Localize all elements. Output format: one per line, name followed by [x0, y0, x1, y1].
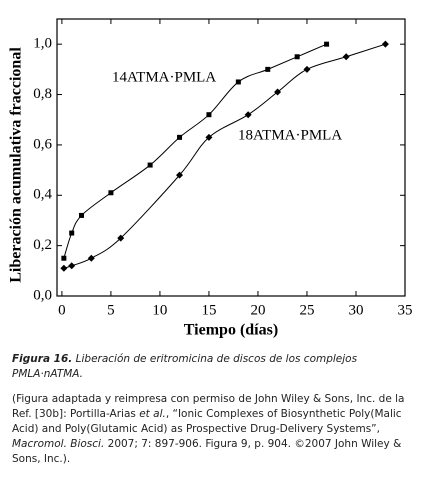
x-tick-label: 25	[299, 302, 314, 318]
marker	[108, 190, 114, 196]
marker	[69, 230, 75, 236]
marker	[381, 40, 389, 48]
caption-label: Figura 16.	[12, 353, 73, 365]
series-label: 18ATMA·PMLA	[238, 127, 342, 143]
marker	[235, 79, 241, 85]
chart: Tiempo (días) Liberación acumulativa fra…	[8, 18, 413, 339]
marker	[206, 112, 212, 118]
marker	[61, 255, 67, 261]
marker	[117, 234, 125, 242]
marker	[176, 171, 184, 179]
x-tick-label: 10	[152, 302, 167, 318]
credit-segment: (Figura adaptada y reimpresa con permiso…	[12, 393, 405, 420]
marker	[205, 133, 213, 141]
marker	[342, 53, 350, 61]
x-tick-label: 35	[398, 302, 413, 318]
marker	[324, 41, 330, 47]
y-tick-label: 0,0	[33, 287, 52, 303]
series-label: 14ATMA·PMLA	[112, 69, 216, 85]
y-tick-label: 0,4	[33, 187, 52, 203]
x-tick-label: 5	[107, 302, 115, 318]
credit-segment: 2007; 7: 897-906. Figura 9, p. 904. ©200…	[12, 438, 402, 465]
y-axis-title: Liberación acumulativa fraccional	[8, 47, 25, 283]
marker	[147, 162, 153, 168]
x-tick-label: 20	[250, 302, 265, 318]
caption: Figura 16. Liberación de eritromicina de…	[12, 352, 410, 382]
marker	[177, 134, 183, 140]
plot-frame	[56, 18, 406, 297]
y-tick-label: 0,2	[33, 237, 52, 253]
x-axis-title: Tiempo (días)	[184, 322, 278, 339]
credit: (Figura adaptada y reimpresa con permiso…	[12, 392, 410, 467]
marker	[87, 254, 95, 262]
x-tick-label: 30	[348, 302, 363, 318]
marker	[244, 111, 252, 119]
marker	[303, 65, 311, 73]
credit-segment: et al.	[139, 408, 166, 420]
x-tick-label: 15	[201, 302, 216, 318]
x-tick-label: 0	[58, 302, 66, 318]
marker	[60, 264, 68, 272]
caption-text: Liberación de eritromicina de discos de …	[12, 353, 358, 380]
marker	[265, 66, 271, 72]
credit-segment: , “Ionic Complexes of Biosynthetic Poly(…	[12, 408, 402, 435]
marker	[294, 54, 300, 60]
marker	[68, 262, 76, 270]
y-tick-label: 1,0	[33, 36, 52, 52]
y-tick-label: 0,6	[33, 136, 52, 152]
marker	[79, 212, 85, 218]
marker	[274, 88, 282, 96]
credit-segment: Macromol. Biosci.	[12, 438, 105, 450]
y-tick-label: 0,8	[33, 86, 52, 102]
